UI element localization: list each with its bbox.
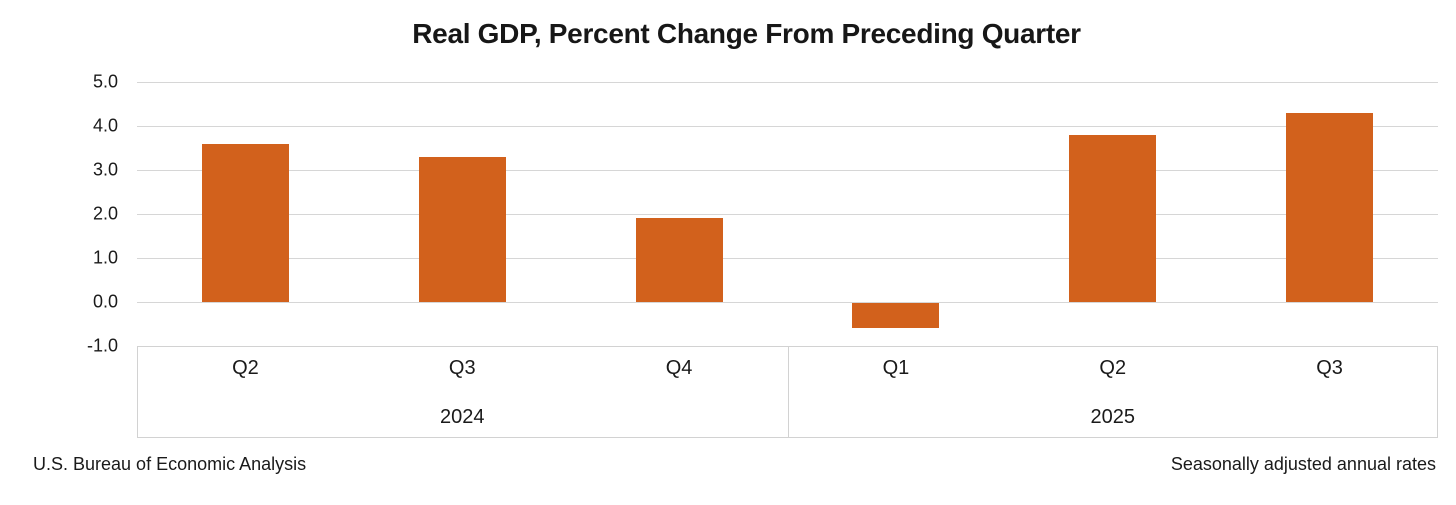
source-note: U.S. Bureau of Economic Analysis [33,454,307,474]
rates-note: Seasonally adjusted annual rates [1170,454,1436,474]
quarter-label-q3-2024: Q3 [448,357,476,379]
bar-q3-2024 [418,156,506,302]
y-tick-label-2.0: 2.0 [92,203,118,224]
gridline-1.0 [137,258,1438,259]
year-label-2024: 2024 [440,406,485,428]
bar-q3-2025 [1286,112,1374,302]
bar-q2-2024 [201,143,289,302]
y-tick-label-1.0: 1.0 [92,247,118,268]
gridline-5.0 [137,82,1438,83]
gridline-3.0 [137,170,1438,171]
category-axis-band [137,346,1438,438]
quarter-label-q3-2025: Q3 [1316,357,1343,379]
bar-q4-2024 [635,218,723,302]
bar-q2-2025 [1069,134,1157,302]
chart-title: Real GDP, Percent Change From Preceding … [412,18,1081,49]
gridline-0.0 [137,302,1438,303]
y-tick-label-0.0: 0.0 [92,291,118,312]
quarter-label-q4-2024: Q4 [665,357,693,379]
bar-q1-2025 [852,303,940,329]
y-tick-label-5.0: 5.0 [92,71,118,92]
y-tick-label--1.0: -1.0 [86,335,118,356]
quarter-label-q1-2025: Q1 [882,357,910,379]
year-group-divider [787,347,789,437]
quarter-label-q2-2024: Q2 [232,357,259,379]
year-label-2025: 2025 [1090,406,1136,428]
y-tick-label-4.0: 4.0 [92,115,118,136]
gridline-2.0 [137,214,1438,215]
gridline-4.0 [137,126,1438,127]
quarter-label-q2-2025: Q2 [1099,357,1127,379]
y-tick-label-3.0: 3.0 [92,159,118,180]
